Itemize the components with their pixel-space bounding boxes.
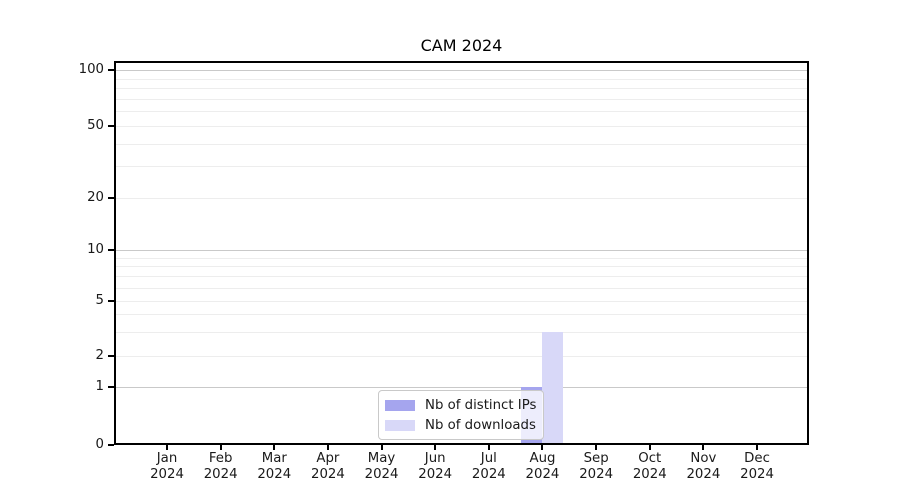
x-tick-label-line: 2024	[525, 467, 560, 482]
x-axis-tick	[219, 445, 222, 450]
x-axis-tick-label: Jun 2024	[403, 451, 467, 483]
y-axis-tick-label: 100	[78, 62, 104, 77]
legend-row: Nb of distinct IPs	[385, 395, 543, 415]
x-tick-label-line: 2024	[418, 467, 453, 482]
x-axis-tick	[702, 445, 705, 450]
x-tick-label-line: Dec	[744, 451, 770, 466]
x-tick-label-line: Feb	[208, 451, 233, 466]
x-axis-tick-label: Feb 2024	[189, 451, 253, 483]
gridline-minor	[116, 301, 807, 302]
gridline-minor	[116, 98, 807, 100]
gridline-minor	[116, 314, 807, 316]
x-axis-tick	[380, 445, 383, 450]
y-axis-tick	[108, 69, 114, 71]
x-tick-label-line: Jun	[424, 451, 446, 466]
y-axis-tick-label: 50	[87, 118, 104, 133]
x-axis-tick-label: Jul 2024	[457, 451, 521, 483]
gridline-minor	[116, 126, 807, 127]
x-tick-label-line: Aug	[529, 451, 556, 466]
x-axis-tick-label: Jan 2024	[135, 451, 199, 483]
y-axis-tick-label: 20	[87, 190, 104, 205]
x-tick-label-line: Oct	[638, 451, 662, 466]
gridline-minor	[116, 198, 807, 199]
y-axis-tick	[108, 125, 114, 127]
x-tick-label-line: Jul	[480, 451, 497, 466]
x-axis-tick-label: May 2024	[350, 451, 414, 483]
gridline-minor	[116, 276, 807, 278]
x-tick-label-line: Mar	[261, 451, 287, 466]
x-axis-tick-label: Oct 2024	[618, 451, 682, 483]
x-tick-label-line: 2024	[257, 467, 292, 482]
x-tick-label-line: Jan	[156, 451, 178, 466]
y-axis-tick-label: 10	[87, 242, 104, 257]
gridline-minor	[116, 166, 807, 168]
x-tick-label-line: 2024	[203, 467, 238, 482]
x-tick-label-line: 2024	[150, 467, 184, 482]
x-tick-label-line: 2024	[471, 467, 506, 482]
x-tick-label-line: Nov	[690, 451, 717, 466]
x-axis-tick-label: Mar 2024	[242, 451, 306, 483]
y-axis-tick-label: 5	[95, 293, 104, 308]
x-axis-tick	[487, 445, 490, 450]
y-axis-tick-label: 0	[95, 437, 104, 452]
x-axis-tick	[648, 445, 651, 450]
y-axis-tick	[108, 444, 114, 446]
gridline-major	[116, 70, 807, 71]
gridline-minor	[116, 356, 807, 357]
y-axis-tick	[108, 355, 114, 357]
x-tick-label-line: Sep	[583, 451, 609, 466]
x-axis-tick	[595, 445, 598, 450]
y-axis-tick-label: 2	[95, 348, 104, 363]
gridline-minor	[116, 143, 807, 145]
x-axis-tick	[756, 445, 759, 450]
x-axis-tick	[541, 445, 544, 450]
x-axis-tick	[326, 445, 329, 450]
x-axis-tick-label: Apr 2024	[296, 451, 360, 483]
gridline-minor	[116, 331, 807, 333]
legend-swatch	[385, 419, 415, 431]
legend-swatch	[385, 399, 415, 411]
x-axis-tick	[166, 445, 168, 450]
bar-downloads	[542, 331, 564, 443]
y-axis-tick	[108, 249, 114, 251]
legend-row: Nb of downloads	[385, 415, 543, 435]
x-tick-label-line: 2024	[310, 467, 345, 482]
gridline-minor	[116, 287, 807, 289]
gridline-minor	[116, 88, 807, 90]
x-tick-label-line: 2024	[686, 467, 721, 482]
y-axis-tick	[108, 300, 114, 302]
x-axis-tick-label: Aug 2024	[510, 451, 574, 483]
gridline-minor	[116, 111, 807, 113]
x-axis-tick-label: Sep 2024	[564, 451, 628, 483]
x-tick-label-line: 2024	[579, 467, 614, 482]
y-axis-tick	[108, 197, 114, 199]
x-tick-label-line: May	[367, 451, 396, 466]
plot-area	[114, 61, 809, 445]
gridline-minor	[116, 266, 807, 268]
y-axis-tick	[108, 386, 114, 388]
y-axis-tick-label: 1	[95, 379, 104, 394]
x-tick-label-line: 2024	[740, 467, 774, 482]
x-axis-tick-label: Dec 2024	[725, 451, 789, 483]
gridline-minor	[116, 78, 807, 80]
chart-title: CAM 2024	[420, 36, 503, 55]
x-tick-label-line: 2024	[632, 467, 667, 482]
gridline-minor	[116, 257, 807, 259]
legend-label: Nb of distinct IPs	[425, 397, 537, 413]
gridline-major	[116, 250, 807, 251]
x-tick-label-line: 2024	[364, 467, 399, 482]
x-axis-tick	[273, 445, 276, 450]
x-axis-tick	[434, 445, 437, 450]
x-axis-tick-label: Nov 2024	[671, 451, 735, 483]
gridline-major	[116, 387, 807, 388]
legend: Nb of distinct IPs Nb of downloads	[378, 390, 544, 440]
legend-label: Nb of downloads	[425, 417, 536, 433]
x-tick-label-line: Apr	[316, 451, 340, 466]
